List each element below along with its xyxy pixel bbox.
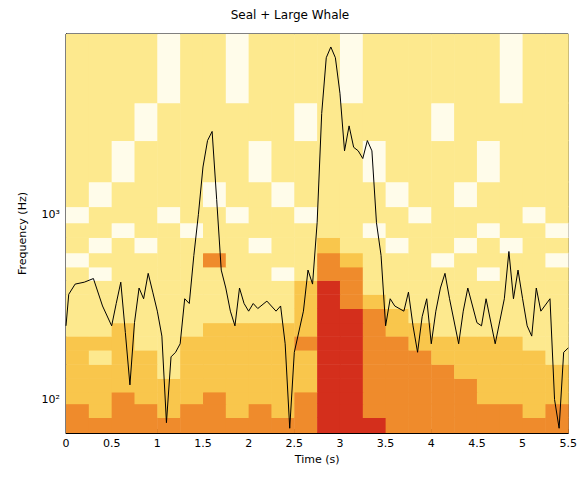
- svg-text:0.5: 0.5: [103, 437, 121, 450]
- svg-text:3: 3: [336, 437, 343, 450]
- svg-text:2: 2: [245, 437, 252, 450]
- svg-text:4: 4: [428, 437, 435, 450]
- svg-text:1.5: 1.5: [194, 437, 212, 450]
- svg-text:10²: 10²: [42, 393, 60, 406]
- svg-text:Seal + Large Whale: Seal + Large Whale: [231, 8, 350, 22]
- svg-text:10³: 10³: [42, 208, 60, 221]
- svg-text:2.5: 2.5: [286, 437, 304, 450]
- svg-text:1: 1: [154, 437, 161, 450]
- svg-text:5.5: 5.5: [560, 437, 578, 450]
- svg-text:3.5: 3.5: [377, 437, 395, 450]
- svg-text:Frequency (Hz): Frequency (Hz): [16, 192, 29, 275]
- svg-text:0: 0: [63, 437, 70, 450]
- svg-text:5: 5: [519, 437, 526, 450]
- svg-text:Time (s): Time (s): [294, 453, 340, 466]
- svg-text:4.5: 4.5: [468, 437, 486, 450]
